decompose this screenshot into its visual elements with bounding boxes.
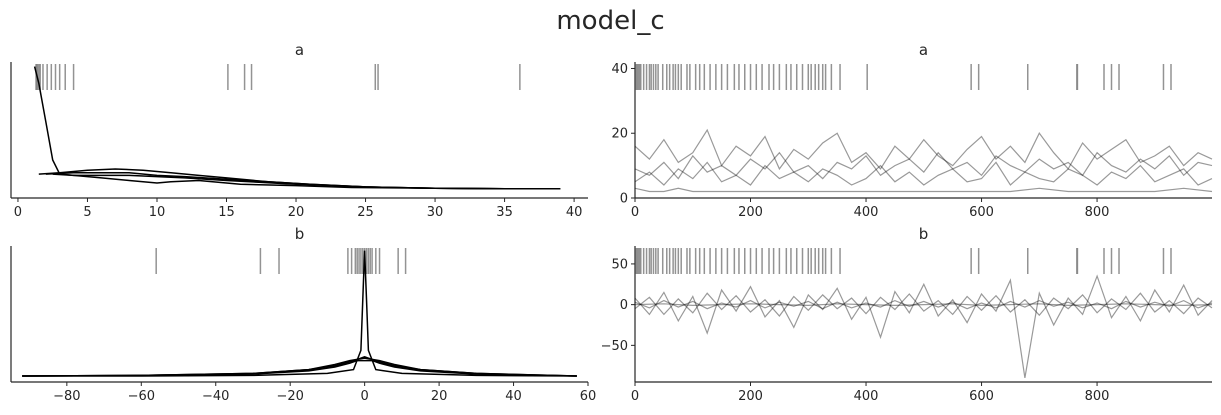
- x-tick-label: 10: [149, 205, 166, 220]
- x-tick-label: 200: [738, 389, 763, 404]
- x-tick-label: 15: [218, 205, 235, 220]
- x-tick-label: 40: [566, 205, 583, 220]
- x-tick-label: 20: [288, 205, 305, 220]
- series-line-2: [634, 151, 1213, 180]
- series-line-1: [33, 66, 561, 190]
- x-tick-label: 5: [83, 205, 91, 220]
- x-tick-label: 200: [738, 205, 763, 220]
- x-tick-label: 20: [431, 389, 448, 404]
- x-tick-label: −40: [202, 389, 229, 404]
- y-tick-label: 0: [620, 298, 628, 313]
- x-tick-label: 0: [361, 389, 369, 404]
- series-line-4: [52, 173, 561, 190]
- series-line-4: [22, 359, 577, 377]
- y-tick-label: 50: [611, 257, 628, 272]
- series-line-2: [634, 292, 1213, 317]
- x-tick-label: 0: [14, 205, 22, 220]
- y-tick-label: 40: [611, 62, 628, 77]
- x-tick-label: 60: [580, 389, 597, 404]
- figure-suptitle: model_c: [556, 6, 664, 36]
- x-tick-label: 600: [969, 389, 994, 404]
- series-line-1: [22, 250, 577, 377]
- x-tick-label: 600: [969, 205, 994, 220]
- panel-trace-a: a 0 200 400 600 800 0 20 40: [611, 41, 1213, 220]
- y-tick-label: 20: [611, 127, 628, 142]
- x-tick-label: −60: [128, 389, 155, 404]
- x-tick-label: 40: [505, 389, 522, 404]
- x-tick-label: 25: [357, 205, 374, 220]
- series-line-1: [634, 274, 1213, 379]
- y-tick-label: −50: [601, 339, 628, 354]
- x-tick-label: 800: [1085, 205, 1110, 220]
- series-line-3: [634, 299, 1213, 310]
- x-tick-label: 800: [1085, 389, 1110, 404]
- series-line-1: [634, 128, 1213, 171]
- series-line-4: [634, 187, 1213, 193]
- x-tick-label: 400: [854, 205, 879, 220]
- panel-title: a: [295, 41, 304, 59]
- panel-kde-b: b −80 −60 −40 −20 0 20 40 60: [10, 225, 597, 404]
- series-line-3: [634, 161, 1213, 186]
- x-tick-label: 400: [854, 389, 879, 404]
- x-tick-label: 0: [631, 205, 639, 220]
- series-line-4: [634, 303, 1213, 307]
- panel-trace-b: b 0 200 400 600 800 −50 0 50: [601, 225, 1213, 404]
- x-tick-label: −20: [276, 389, 303, 404]
- x-tick-label: 30: [427, 205, 444, 220]
- panel-title: b: [919, 225, 929, 243]
- x-tick-label: −80: [53, 389, 80, 404]
- y-tick-label: 0: [620, 192, 628, 207]
- series-line-3: [22, 356, 577, 377]
- panel-title: b: [295, 225, 305, 243]
- panel-kde-a: a 0 5 10 15 20 25 30 35 40: [10, 41, 588, 220]
- x-tick-label: 35: [496, 205, 513, 220]
- panel-title: a: [919, 41, 928, 59]
- x-tick-label: 0: [631, 389, 639, 404]
